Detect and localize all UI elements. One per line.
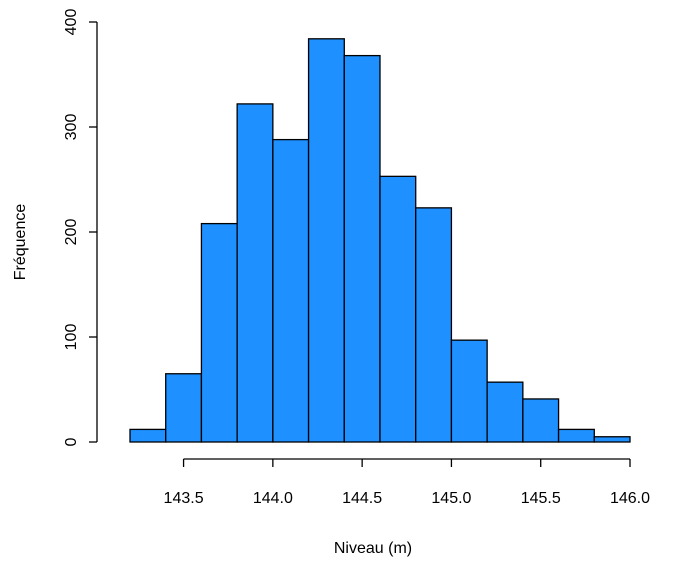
histogram-bar-8: [379, 175, 417, 443]
histogram-bar-6: [307, 38, 345, 443]
histogram-bar-14: [593, 436, 631, 443]
histogram-bar-5: [272, 138, 310, 443]
histogram-bar-13: [557, 428, 595, 443]
x-tick-label: 146.0: [610, 490, 650, 507]
y-tick-label: 0: [63, 437, 80, 446]
histogram-bar-11: [486, 381, 524, 443]
histogram-bar-2: [165, 373, 203, 443]
y-axis: 0 100 200 300 400: [63, 9, 98, 446]
x-axis: 143.5 144.0 144.5 145.0 145.5 146.0: [164, 458, 650, 507]
histogram-bar-10: [450, 339, 488, 443]
histogram-bar-7: [343, 54, 381, 443]
x-tick-label: 144.5: [342, 490, 382, 507]
histogram-bar-4: [236, 103, 274, 443]
x-tick-label: 143.5: [164, 490, 204, 507]
y-tick-label: 400: [63, 9, 80, 36]
y-tick-label: 200: [63, 219, 80, 246]
x-tick-label: 145.5: [521, 490, 561, 507]
y-tick-label: 300: [63, 114, 80, 141]
y-axis-title: Fréquence: [12, 204, 29, 281]
histogram-bar-9: [415, 207, 453, 443]
x-tick-label: 145.0: [431, 490, 471, 507]
x-ticks: 143.5 144.0 144.5 145.0 145.5 146.0: [164, 459, 650, 507]
y-tick-label: 100: [63, 324, 80, 351]
x-axis-title: Niveau (m): [334, 540, 412, 557]
histogram-bar-12: [522, 398, 560, 443]
y-ticks: 0 100 200 300 400: [63, 9, 97, 446]
histogram-bar-3: [200, 222, 238, 443]
histogram-bar-1: [129, 428, 167, 443]
bars-layer: [129, 38, 631, 443]
x-tick-label: 144.0: [253, 490, 293, 507]
